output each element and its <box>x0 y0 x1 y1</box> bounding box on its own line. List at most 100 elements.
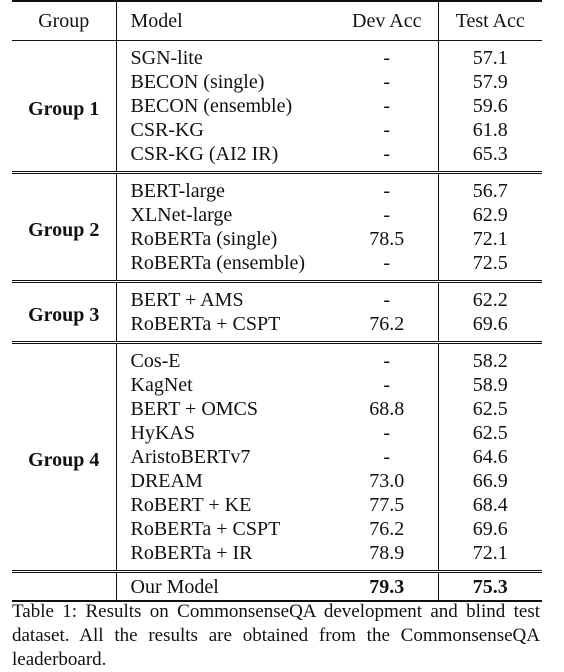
dev-acc: - <box>383 446 391 468</box>
group-section: Group 2 BERT-large -56.7 XLNet-large -62.9 Ro… <box>12 172 542 282</box>
table-row: Our Model 79.3 75.3 <box>12 571 542 601</box>
test-acc: 72.1 <box>437 541 542 572</box>
dev-acc: 79.3 <box>369 575 405 598</box>
table-row: RoBERTa + CSPT 76.2 69.6 <box>12 517 542 541</box>
model-name: DREAM <box>115 469 336 493</box>
dev-acc: - <box>383 422 391 444</box>
table-row: DREAM 73.0 66.9 <box>12 469 542 493</box>
test-acc: 59.6 <box>437 94 542 118</box>
group-section: Group 1 SGN-lite -57.1 BECON (single) -57.9 B… <box>12 40 542 173</box>
test-acc: 72.1 <box>437 227 542 251</box>
test-acc: 65.3 <box>437 142 542 173</box>
table-row: RoBERTa + IR 78.9 72.1 <box>12 541 542 572</box>
model-name: CSR-KG (AI2 IR) <box>115 142 336 173</box>
header-group: Group <box>12 0 116 41</box>
dev-acc: - <box>383 119 391 141</box>
table-row: BECON (single) - 57.9 <box>12 70 542 94</box>
table-caption: Table 1: Results on CommonsenseQA develo… <box>12 601 540 670</box>
table-row: RoBERTa + CSPT 76.2 69.6 <box>12 312 542 343</box>
model-name: BECON (ensemble) <box>115 94 336 118</box>
table-row: RoBERT + KE 77.5 68.4 <box>12 493 542 517</box>
test-acc: 62.5 <box>437 397 542 421</box>
test-acc: 75.3 <box>437 571 542 601</box>
test-acc: 57.9 <box>437 70 542 94</box>
table-row: BERT + OMCS 68.8 62.5 <box>12 397 542 421</box>
model-name: XLNet-large <box>115 203 336 227</box>
table-row: CSR-KG - 61.8 <box>12 118 542 142</box>
group-section: Group 3 BERT + AMS - 62.2 RoBERTa + CSPT 76.2… <box>12 281 542 343</box>
test-acc: 57.1 <box>437 40 542 70</box>
table-row: AristoBERTv7 - 64.6 <box>12 445 542 469</box>
model-name: RoBERTa + CSPT <box>115 517 336 541</box>
dev-acc: - <box>383 71 391 93</box>
results-table: Group Model Dev Acc Test Acc Group 1 SGN-… <box>12 0 542 602</box>
test-acc: 58.2 <box>437 342 542 373</box>
group-label: Group 4 <box>28 448 100 471</box>
group-label: Group 3 <box>28 303 100 326</box>
model-name: BECON (single) <box>115 70 336 94</box>
test-acc: 69.6 <box>437 517 542 541</box>
table-row: RoBERTa (ensemble) - 72.5 <box>12 251 542 282</box>
table-row: RoBERTa (single) 78.5 72.1 <box>12 227 542 251</box>
dev-acc: - <box>383 350 391 372</box>
model-name: CSR-KG <box>115 118 336 142</box>
dev-acc: - <box>383 180 391 202</box>
header-dev-acc: Dev Acc <box>336 0 438 41</box>
test-acc: 72.5 <box>437 251 542 282</box>
model-name: HyKAS <box>115 421 336 445</box>
test-acc: 64.6 <box>437 445 542 469</box>
model-name: RoBERTa (single) <box>115 227 336 251</box>
dev-acc: - <box>383 95 391 117</box>
model-name: SGN-lite <box>115 40 336 70</box>
table-row: HyKAS - 62.5 <box>12 421 542 445</box>
dev-acc: - <box>383 47 391 69</box>
table-row: CSR-KG (AI2 IR) - 65.3 <box>12 142 542 173</box>
header-test-acc: Test Acc <box>437 0 542 41</box>
group-label: Group 2 <box>28 218 100 241</box>
model-name: Our Model <box>115 571 336 601</box>
test-acc: 66.9 <box>437 469 542 493</box>
group-section: Group 4 Cos-E - 58.2 KagNet - 58.9 BERT + OMCS 6… <box>12 342 542 572</box>
dev-acc: 78.9 <box>369 542 405 564</box>
dev-acc: 77.5 <box>369 494 405 516</box>
model-name: Cos-E <box>115 342 336 373</box>
dev-acc: 68.8 <box>369 398 405 420</box>
dev-acc: - <box>383 374 391 396</box>
dev-acc: - <box>383 204 391 226</box>
dev-acc: - <box>383 289 391 311</box>
model-name: RoBERTa (ensemble) <box>115 251 336 282</box>
test-acc: 68.4 <box>437 493 542 517</box>
dev-acc: 76.2 <box>369 313 405 335</box>
table-row: BECON (ensemble) - 59.6 <box>12 94 542 118</box>
model-name: BERT + AMS <box>115 281 336 312</box>
table-row: Group 2 BERT-large - 56.7 <box>12 172 542 241</box>
table-row: KagNet - 58.9 <box>12 373 542 397</box>
test-acc: 56.7 <box>437 172 542 203</box>
test-acc: 58.9 <box>437 373 542 397</box>
dev-acc: 78.5 <box>369 228 405 250</box>
test-acc: 62.9 <box>437 203 542 227</box>
test-acc: 61.8 <box>437 118 542 142</box>
dev-acc: 73.0 <box>369 470 405 492</box>
table-row: Group 1 SGN-lite - 57.1 <box>12 40 542 120</box>
table-row: XLNet-large - 62.9 <box>12 203 542 227</box>
table-row: Group 4 Cos-E - 58.2 <box>12 342 542 471</box>
group-label: Group 1 <box>28 97 100 120</box>
dev-acc: 76.2 <box>369 518 405 540</box>
dev-acc: - <box>383 143 391 165</box>
our-model-section: Our Model 79.3 75.3 <box>12 571 542 601</box>
results-table-container: Group Model Dev Acc Test Acc Group 1 SGN-… <box>12 0 542 602</box>
dev-acc: - <box>383 252 391 274</box>
model-name: BERT + OMCS <box>115 397 336 421</box>
model-name: AristoBERTv7 <box>115 445 336 469</box>
model-name: KagNet <box>115 373 336 397</box>
test-acc: 69.6 <box>437 312 542 343</box>
header-model: Model <box>115 0 336 41</box>
model-name: RoBERT + KE <box>115 493 336 517</box>
model-name: BERT-large <box>115 172 336 203</box>
table-row: Group 3 BERT + AMS - 62.2 <box>12 281 542 326</box>
test-acc: 62.5 <box>437 421 542 445</box>
test-acc: 62.2 <box>437 281 542 312</box>
model-name: RoBERTa + IR <box>115 541 336 572</box>
table-header: Group Model Dev Acc Test Acc <box>12 0 542 41</box>
